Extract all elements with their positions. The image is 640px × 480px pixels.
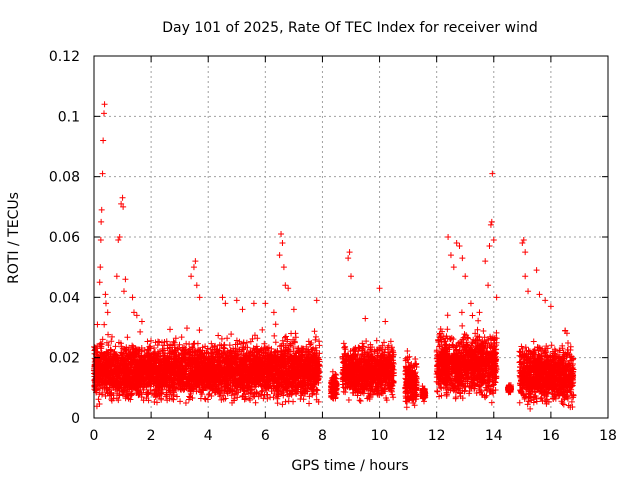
data-point	[312, 336, 319, 343]
data-point	[226, 342, 233, 349]
data-point	[183, 325, 190, 332]
data-point	[345, 397, 352, 404]
data-point	[285, 398, 292, 405]
data-point	[252, 399, 259, 406]
data-point	[137, 328, 144, 335]
data-point	[167, 326, 174, 333]
data-point	[152, 393, 159, 400]
data-point	[95, 396, 102, 403]
data-point	[96, 391, 103, 398]
data-point	[220, 396, 227, 403]
data-point	[279, 401, 286, 408]
data-point	[247, 397, 254, 404]
data-point	[390, 394, 397, 401]
data-point	[272, 321, 279, 328]
data-point	[182, 399, 189, 406]
data-point	[170, 338, 177, 345]
data-point	[144, 338, 151, 345]
data-point	[234, 394, 241, 401]
data-point	[316, 338, 323, 345]
data-point	[311, 328, 318, 335]
data-point	[259, 326, 266, 333]
data-point	[108, 338, 115, 345]
data-point	[228, 331, 235, 338]
data-point	[297, 396, 304, 403]
data-point	[272, 339, 279, 346]
data-point	[102, 393, 109, 400]
data-point	[178, 334, 185, 341]
data-point	[224, 335, 231, 342]
data-point	[205, 391, 212, 398]
data-point	[101, 321, 108, 328]
data-point	[276, 343, 283, 350]
data-point	[124, 334, 131, 341]
data-point	[97, 340, 104, 347]
data-point	[208, 340, 215, 347]
data-point	[215, 332, 222, 339]
data-point	[99, 389, 106, 396]
data-point	[177, 398, 184, 405]
data-point	[292, 330, 299, 337]
data-point	[306, 393, 313, 400]
data-point	[119, 345, 126, 352]
data-point	[312, 333, 319, 340]
data-point	[218, 335, 225, 342]
data-point	[197, 395, 204, 402]
data-point	[306, 400, 313, 407]
data-point	[196, 327, 203, 334]
data-point	[153, 399, 160, 406]
data-point	[129, 342, 136, 349]
data-point	[271, 332, 278, 339]
data-point	[274, 400, 281, 407]
data-points	[91, 101, 577, 412]
data-point	[138, 318, 145, 325]
data-point	[282, 333, 289, 340]
data-point	[264, 395, 271, 402]
data-point	[243, 339, 250, 346]
data-point	[270, 394, 277, 401]
data-point	[112, 343, 119, 350]
chart-title: Day 101 of 2025, Rate Of TEC Index for r…	[162, 20, 537, 36]
data-point	[173, 393, 180, 400]
data-point	[172, 335, 179, 342]
data-point	[314, 387, 321, 394]
